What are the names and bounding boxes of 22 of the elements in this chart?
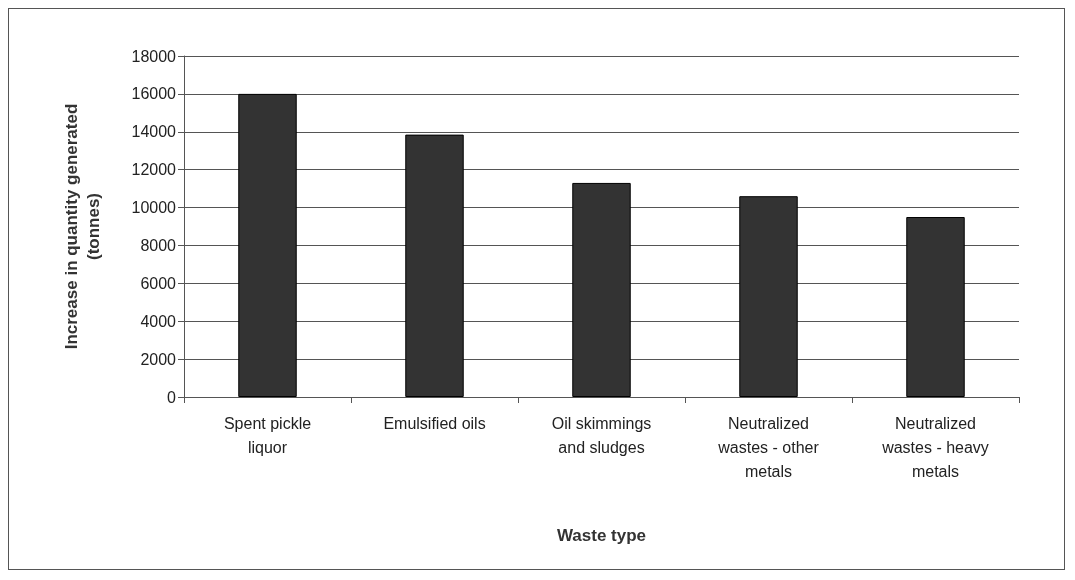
x-axis-title: Waste type [556, 526, 647, 545]
y-tick-label: 2000 [140, 350, 177, 368]
bar [405, 134, 464, 397]
bar [238, 93, 297, 397]
y-tick-label: 16000 [131, 85, 177, 103]
x-tick-label: Emulsified oils [383, 414, 486, 432]
bar [572, 182, 631, 397]
y-tick-label: 8000 [140, 236, 177, 254]
x-tick-label: Neutralized wastes - heavy metals [881, 414, 989, 480]
y-tick-label: 10000 [131, 199, 177, 217]
bar [906, 217, 965, 397]
y-tick-label: 4000 [140, 312, 177, 330]
x-tick-label: Neutralized wastes - other metals [717, 414, 820, 480]
y-tick-label: 6000 [140, 274, 177, 292]
y-tick-label: 0 [167, 388, 177, 406]
y-tick-label: 12000 [131, 161, 177, 179]
bar [739, 196, 798, 397]
y-tick-label: 14000 [131, 123, 177, 141]
x-tick-label: Spent pickle liquor [223, 414, 312, 456]
y-axis-title: Increase in quantity generated (tonnes) [61, 103, 103, 350]
y-tick-label: 18000 [131, 47, 177, 65]
x-tick-label: Oil skimmings and sludges [551, 414, 652, 456]
